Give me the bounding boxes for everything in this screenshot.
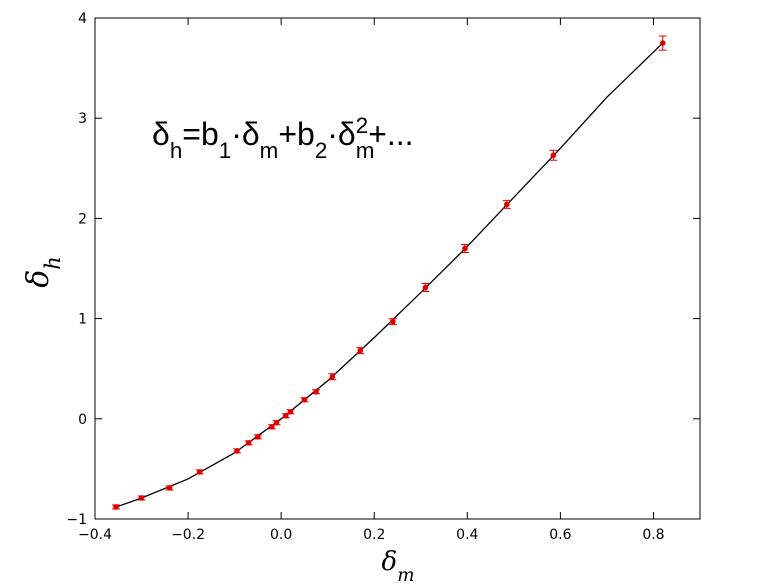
text-part: +b	[278, 116, 314, 152]
x-tick-label: −0.2	[171, 527, 205, 543]
equation: δh=b1·δm+b2·δm2+...	[152, 113, 414, 163]
y-tick-label: 4	[78, 11, 87, 27]
text-part: 2	[356, 113, 368, 138]
text-part: =b	[182, 116, 218, 152]
y-tick-label: 2	[78, 211, 87, 227]
data-point	[422, 284, 429, 291]
y-tick-label: −1	[66, 512, 87, 528]
text-part: δ	[152, 116, 170, 152]
data-point	[390, 318, 396, 325]
data-point	[269, 424, 275, 430]
plot-frame	[94, 17, 701, 520]
data-point	[245, 440, 252, 446]
data-point	[313, 388, 319, 395]
text-part: ·δ	[327, 116, 355, 152]
data-point	[138, 495, 145, 501]
text-part: +...	[368, 116, 413, 152]
x-axis-label: δm	[382, 547, 415, 583]
data-point	[234, 448, 240, 454]
data-point	[287, 408, 294, 415]
text-part: m	[356, 138, 375, 163]
x-tick-label: 0.8	[642, 527, 664, 543]
x-tick-label: 0.4	[456, 527, 478, 543]
x-tick-label: 0.6	[549, 527, 571, 543]
data-point	[504, 201, 510, 208]
data-point	[255, 434, 261, 440]
data-point	[273, 420, 280, 426]
x-tick-label: 0.0	[270, 527, 292, 543]
text-part: δ	[382, 547, 398, 577]
fit-line	[113, 42, 664, 509]
text-part: h	[170, 138, 182, 163]
y-tick-label: 0	[78, 412, 87, 428]
y-axis-label: δh	[21, 256, 65, 288]
data-point	[462, 245, 468, 252]
y-tick-label: 3	[78, 111, 87, 127]
data-point	[301, 396, 308, 403]
text-part: h	[41, 256, 65, 270]
y-tick-label: 1	[78, 312, 87, 328]
data-point	[166, 485, 173, 491]
text-part: δ	[21, 270, 56, 288]
data-point	[550, 152, 557, 159]
data-point	[196, 469, 203, 475]
data-point	[357, 347, 364, 354]
text-part: m	[397, 565, 414, 584]
data-point	[659, 40, 666, 46]
x-tick-label: 0.2	[363, 527, 385, 543]
data-point	[283, 412, 289, 419]
x-tick-label: −0.4	[78, 527, 112, 543]
text-part: m	[260, 138, 279, 163]
text-part: 2	[315, 138, 327, 163]
data-point	[113, 504, 119, 510]
text-part: ·δ	[231, 116, 259, 152]
text-part: 1	[219, 138, 231, 163]
data-point	[329, 373, 336, 380]
